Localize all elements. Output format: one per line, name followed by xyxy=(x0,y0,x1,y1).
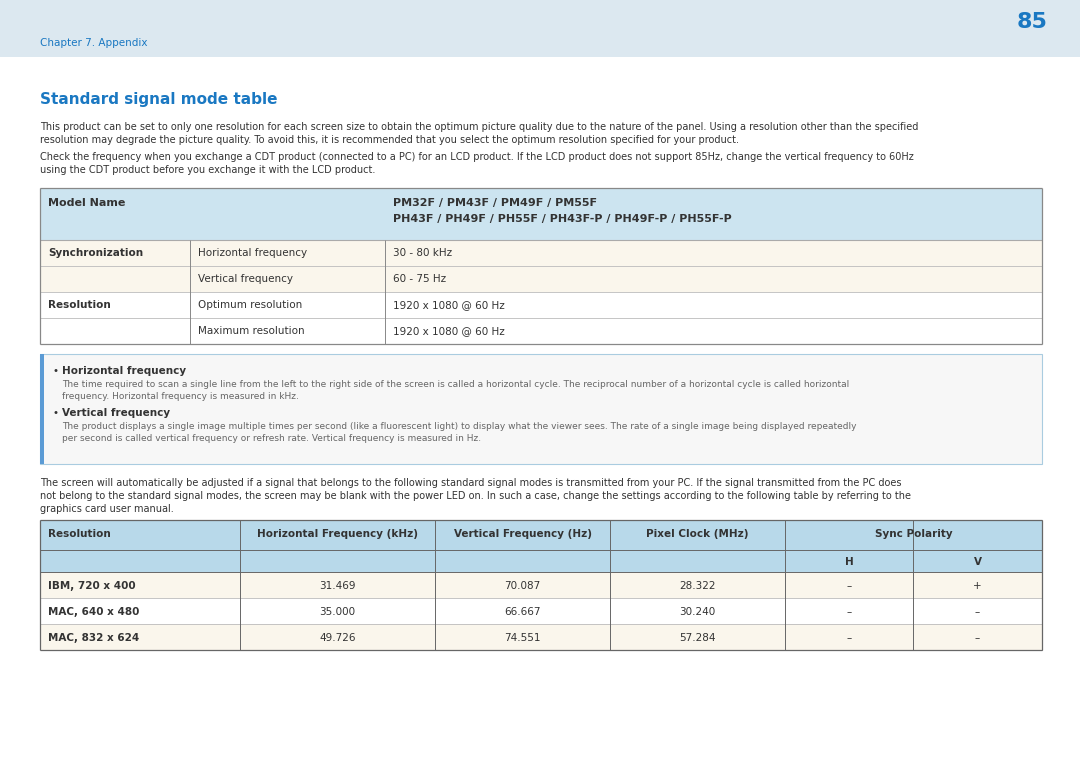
Bar xyxy=(40,520,1042,550)
Text: Vertical frequency: Vertical frequency xyxy=(198,274,293,284)
Text: –: – xyxy=(847,633,852,643)
Text: Horizontal frequency: Horizontal frequency xyxy=(62,366,186,376)
Text: The screen will automatically be adjusted if a signal that belongs to the follow: The screen will automatically be adjuste… xyxy=(40,478,902,488)
Text: 31.469: 31.469 xyxy=(320,581,355,591)
Text: The product displays a single image multiple times per second (like a fluorescen: The product displays a single image mult… xyxy=(62,422,856,431)
Text: 60 - 75 Hz: 60 - 75 Hz xyxy=(393,274,446,284)
Text: frequency. Horizontal frequency is measured in kHz.: frequency. Horizontal frequency is measu… xyxy=(62,392,299,401)
Text: MAC, 640 x 480: MAC, 640 x 480 xyxy=(48,607,139,617)
Text: resolution may degrade the picture quality. To avoid this, it is recommended tha: resolution may degrade the picture quali… xyxy=(40,135,739,145)
Text: 28.322: 28.322 xyxy=(679,581,716,591)
Bar xyxy=(40,624,1042,650)
Text: PH43F / PH49F / PH55F / PH43F-P / PH49F-P / PH55F-P: PH43F / PH49F / PH55F / PH43F-P / PH49F-… xyxy=(393,214,732,224)
Text: not belong to the standard signal modes, the screen may be blank with the power : not belong to the standard signal modes,… xyxy=(40,491,912,501)
Text: Optimum resolution: Optimum resolution xyxy=(198,300,302,310)
Text: Sync Polarity: Sync Polarity xyxy=(875,529,953,539)
Text: Horizontal Frequency (kHz): Horizontal Frequency (kHz) xyxy=(257,529,418,539)
Text: V: V xyxy=(973,557,982,567)
Bar xyxy=(40,598,1042,624)
Text: using the CDT product before you exchange it with the LCD product.: using the CDT product before you exchang… xyxy=(40,165,376,175)
Text: Pixel Clock (MHz): Pixel Clock (MHz) xyxy=(646,529,748,539)
Bar xyxy=(40,354,44,464)
Text: 85: 85 xyxy=(1017,12,1048,32)
Text: per second is called vertical frequency or refresh rate. Vertical frequency is m: per second is called vertical frequency … xyxy=(62,434,481,443)
Text: 70.087: 70.087 xyxy=(504,581,541,591)
Text: H: H xyxy=(845,557,853,567)
Bar xyxy=(40,292,1042,318)
Bar xyxy=(40,266,1042,292)
Text: –: – xyxy=(847,607,852,617)
Text: Resolution: Resolution xyxy=(48,529,111,539)
Bar xyxy=(0,0,1080,57)
Text: graphics card user manual.: graphics card user manual. xyxy=(40,504,174,514)
Text: Vertical Frequency (Hz): Vertical Frequency (Hz) xyxy=(454,529,592,539)
Text: 1920 x 1080 @ 60 Hz: 1920 x 1080 @ 60 Hz xyxy=(393,326,504,336)
Text: +: + xyxy=(973,581,982,591)
Bar xyxy=(40,318,1042,344)
Text: 1920 x 1080 @ 60 Hz: 1920 x 1080 @ 60 Hz xyxy=(393,300,504,310)
Bar xyxy=(40,188,1042,240)
Bar xyxy=(40,240,1042,266)
Text: Synchronization: Synchronization xyxy=(48,248,144,258)
Text: Vertical frequency: Vertical frequency xyxy=(62,408,171,418)
Bar xyxy=(40,354,1042,464)
Text: This product can be set to only one resolution for each screen size to obtain th: This product can be set to only one reso… xyxy=(40,122,918,132)
Text: MAC, 832 x 624: MAC, 832 x 624 xyxy=(48,633,139,643)
Text: 74.551: 74.551 xyxy=(504,633,541,643)
Text: The time required to scan a single line from the left to the right side of the s: The time required to scan a single line … xyxy=(62,380,849,389)
Text: Maximum resolution: Maximum resolution xyxy=(198,326,305,336)
Text: Model Name: Model Name xyxy=(48,198,125,208)
Bar xyxy=(40,572,1042,598)
Text: 49.726: 49.726 xyxy=(320,633,355,643)
Text: –: – xyxy=(847,581,852,591)
Text: •: • xyxy=(52,408,58,418)
Bar xyxy=(40,550,1042,572)
Text: Chapter 7. Appendix: Chapter 7. Appendix xyxy=(40,38,148,48)
Text: 57.284: 57.284 xyxy=(679,633,716,643)
Text: Resolution: Resolution xyxy=(48,300,111,310)
Text: IBM, 720 x 400: IBM, 720 x 400 xyxy=(48,581,136,591)
Text: 30 - 80 kHz: 30 - 80 kHz xyxy=(393,248,453,258)
Text: Check the frequency when you exchange a CDT product (connected to a PC) for an L: Check the frequency when you exchange a … xyxy=(40,152,914,162)
Text: 66.667: 66.667 xyxy=(504,607,541,617)
Text: PM32F / PM43F / PM49F / PM55F: PM32F / PM43F / PM49F / PM55F xyxy=(393,198,597,208)
Text: 35.000: 35.000 xyxy=(320,607,355,617)
Text: –: – xyxy=(975,607,981,617)
Text: 30.240: 30.240 xyxy=(679,607,716,617)
Text: •: • xyxy=(52,366,58,376)
Text: –: – xyxy=(975,633,981,643)
Text: Standard signal mode table: Standard signal mode table xyxy=(40,92,278,107)
Bar xyxy=(40,354,1042,464)
Text: Horizontal frequency: Horizontal frequency xyxy=(198,248,307,258)
